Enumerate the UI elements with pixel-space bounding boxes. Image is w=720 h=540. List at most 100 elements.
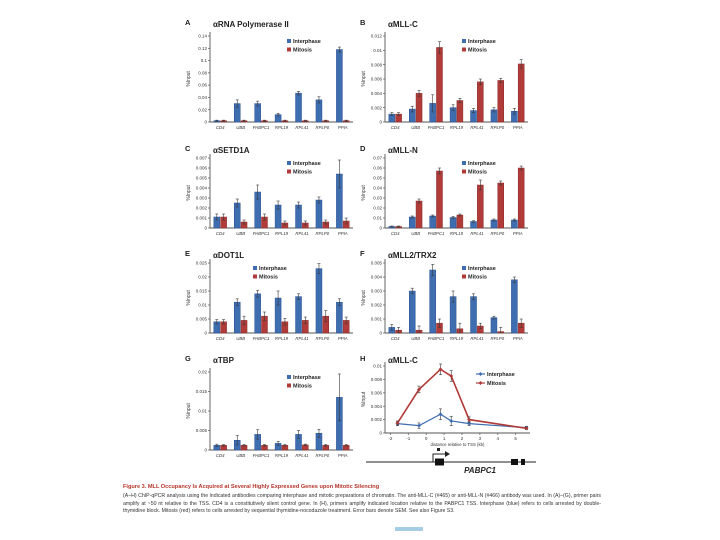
x-category-label: PABPC1 (428, 231, 445, 236)
y-tick-label: 0.004 (196, 186, 208, 191)
y-tick-label: 0.02 (198, 370, 207, 375)
exon-box (511, 459, 518, 465)
marker-mitosis (438, 367, 443, 372)
bar-mitosis-UBB (415, 200, 423, 229)
x-category-label: UBB (411, 125, 420, 130)
y-tick-label: 0.02 (198, 107, 207, 112)
y-tick-label: 0.005 (196, 176, 208, 181)
x-category-label: UBB (236, 336, 245, 341)
y-tick-label: 0.015 (196, 289, 208, 294)
legend-swatch-mitosis (462, 169, 466, 174)
caption-body: (A–H) ChIP-qPCR analysis using the indic… (123, 492, 601, 515)
y-tick-label: 0.02 (373, 206, 382, 211)
legend-swatch-interphase (287, 39, 291, 43)
legend-label-interphase: Interphase (259, 266, 287, 272)
bar-mitosis-RPL41 (477, 184, 484, 229)
x-category-label: PPIA (338, 125, 348, 130)
panel-letter: G (185, 354, 191, 363)
y-tick-label: 0.005 (371, 261, 383, 266)
x-category-label: PPIA (338, 336, 348, 341)
x-category-label: PABPC1 (428, 125, 445, 130)
y-tick-label: 0.02 (198, 275, 207, 280)
bar-interphase-UBB (233, 301, 241, 334)
x-category-label: RPL19 (450, 125, 464, 130)
bar-interphase-PABPC1 (429, 269, 436, 334)
panel-letter: A (185, 18, 191, 27)
line-mitosis (396, 368, 527, 430)
y-tick-label: 0 (379, 431, 382, 436)
y-tick-label: 0.004 (371, 91, 383, 96)
x-category-label: PPIA (513, 336, 523, 341)
y-tick-label: 0.008 (371, 62, 383, 67)
legend-swatch-mitosis (287, 383, 291, 388)
legend-label-mitosis: Mitosis (468, 170, 487, 176)
y-axis-title: %Input (186, 403, 192, 419)
marker-interphase (467, 421, 472, 426)
legend-label-mitosis: Mitosis (487, 381, 506, 387)
x-tick-label: 0 (425, 436, 428, 441)
x-category-label: PPIA (513, 231, 523, 236)
marker-interphase (438, 412, 443, 417)
bar-mitosis-RPL19 (456, 214, 464, 229)
y-tick-label: 0.01 (373, 364, 382, 369)
x-tick-label: 1 (443, 436, 446, 441)
x-tick-label: 2 (461, 436, 464, 441)
legend-swatch-interphase (287, 161, 291, 165)
y-tick-label: 0.01 (373, 216, 382, 221)
panel-letter: E (185, 249, 190, 258)
legend-label-mitosis: Mitosis (293, 170, 312, 176)
x-category-label: PPIA (513, 125, 523, 130)
y-axis-title: %Input (361, 391, 367, 407)
y-tick-label: 0.1 (201, 58, 208, 63)
y-tick-label: 0.002 (371, 303, 383, 308)
bar-interphase-UBB (408, 216, 416, 229)
x-category-label: RPL41 (470, 125, 484, 130)
x-category-label: CD4 (391, 336, 400, 341)
panel-title: αRNA Polymerase II (213, 20, 289, 29)
caption-title: Figure 3. MLL Occupancy Is Acquired at S… (123, 484, 380, 490)
x-category-label: UBB (411, 336, 420, 341)
y-tick-label: 0.14 (198, 34, 207, 39)
legend-swatch-mitosis (462, 47, 466, 52)
legend-swatch-interphase (462, 266, 466, 270)
panel-letter: B (360, 18, 366, 27)
legend-swatch-interphase (462, 39, 466, 43)
bar-mitosis-RPLP0 (497, 182, 505, 229)
bar-interphase-RPLP0 (315, 268, 323, 334)
bar-interphase-RPL41 (470, 296, 477, 334)
x-category-label: RPL19 (275, 125, 289, 130)
y-tick-label: 0.006 (196, 166, 208, 171)
marker-mitosis (524, 426, 529, 431)
bar-interphase-UBB (408, 290, 416, 334)
legend-label-mitosis: Mitosis (293, 384, 312, 390)
x-category-label: CD4 (391, 125, 400, 130)
bar-mitosis-RPL41 (477, 81, 484, 123)
y-axis-title: %Input (361, 290, 367, 306)
legend-marker-interphase (478, 372, 483, 376)
marker-interphase (449, 418, 454, 423)
bar-mitosis-RPLP0 (497, 80, 505, 123)
panel-letter: C (185, 144, 191, 153)
y-tick-label: 0.05 (373, 176, 382, 181)
y-axis-title: %Input (361, 71, 367, 87)
x-tick-label: 4 (497, 436, 500, 441)
y-tick-label: 0.003 (371, 289, 383, 294)
panel-title: αMLL-C (388, 20, 418, 29)
x-category-label: RPL19 (450, 336, 464, 341)
x-axis-title: distance relative to TSS (kb) (431, 442, 485, 447)
x-category-label: RPL19 (275, 336, 289, 341)
marker-mitosis (395, 420, 400, 425)
y-tick-label: 0.004 (371, 275, 383, 280)
y-tick-label: 0.04 (373, 186, 382, 191)
y-axis-title: %Input (186, 290, 192, 306)
x-tick-label: -1 (406, 436, 410, 441)
